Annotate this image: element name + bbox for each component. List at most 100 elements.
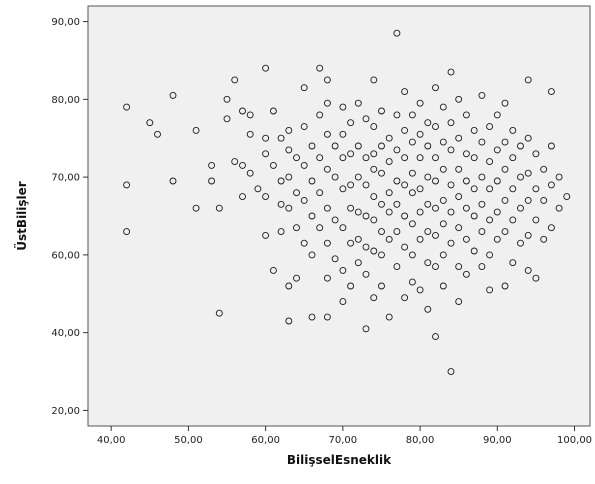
data-point [192, 126, 200, 134]
data-point [316, 224, 324, 232]
data-point [478, 263, 486, 271]
data-point [378, 282, 385, 290]
y-tick-label: 80,00 [51, 95, 80, 106]
data-point [378, 169, 385, 177]
data-point [223, 115, 231, 123]
data-point [323, 130, 331, 138]
data-point [486, 286, 494, 294]
data-point [470, 247, 478, 255]
data-point [470, 212, 478, 220]
data-point [470, 185, 478, 193]
data-point [447, 181, 455, 189]
data-point [486, 251, 494, 259]
data-point [462, 177, 470, 185]
data-point [401, 212, 409, 220]
data-point [432, 177, 439, 185]
data-point [462, 270, 470, 278]
data-point [308, 142, 316, 150]
y-tick-label: 90,00 [51, 17, 80, 28]
data-point [408, 251, 416, 259]
data-point [385, 189, 393, 197]
data-point [424, 228, 432, 236]
data-point [285, 126, 293, 134]
data-point [339, 130, 347, 138]
data-point [300, 239, 308, 247]
data-point [362, 243, 370, 251]
data-point [370, 76, 378, 84]
data-point [408, 111, 416, 119]
data-point [385, 158, 393, 166]
data-point [401, 243, 409, 251]
data-point [447, 146, 455, 154]
data-point [285, 282, 293, 290]
data-point [432, 123, 439, 131]
x-tick-label: 80,00 [406, 435, 435, 446]
data-point [385, 313, 393, 321]
data-point [401, 88, 409, 96]
data-point [432, 231, 439, 239]
data-point [393, 146, 401, 154]
data-point [509, 154, 517, 162]
data-point [385, 134, 393, 142]
data-point [231, 76, 239, 84]
data-point [416, 130, 424, 138]
data-point [300, 123, 308, 131]
data-point [493, 235, 501, 243]
data-point [408, 220, 416, 228]
y-tick-label: 60,00 [51, 250, 80, 261]
data-point [246, 130, 254, 138]
data-point [331, 255, 339, 263]
data-point [547, 181, 555, 189]
data-point [169, 177, 177, 185]
x-axis: 40,00 50,00 60,00 70,00 80,00 90,00 100,00 [97, 426, 592, 446]
data-point [432, 333, 439, 341]
y-axis: 20,00 40,00 60,00 70,00 80,00 90,00 [51, 17, 88, 417]
data-point [547, 224, 555, 232]
data-point [239, 107, 246, 115]
data-point [501, 282, 509, 290]
data-point [524, 196, 532, 204]
data-point [455, 134, 463, 142]
data-point [385, 235, 393, 243]
data-point [362, 154, 370, 162]
data-point [370, 123, 378, 131]
data-point [331, 142, 339, 150]
data-point [416, 185, 424, 193]
data-point [262, 64, 270, 72]
data-point [517, 204, 524, 212]
data-point [401, 294, 409, 302]
data-point [308, 313, 316, 321]
data-point [393, 263, 401, 271]
data-point [563, 193, 571, 201]
data-point [277, 134, 285, 142]
data-point [331, 216, 339, 224]
data-point [323, 274, 331, 282]
data-point [478, 173, 486, 181]
data-point [262, 231, 270, 239]
data-point [293, 154, 300, 162]
data-point [362, 325, 370, 333]
data-point [462, 111, 470, 119]
data-point [493, 111, 501, 119]
data-point [339, 103, 347, 111]
data-point [277, 228, 285, 236]
data-point [540, 235, 548, 243]
data-point [509, 126, 517, 134]
data-point [524, 134, 532, 142]
data-point [378, 228, 385, 236]
data-point [339, 298, 347, 306]
data-point [455, 263, 463, 271]
data-point [323, 313, 331, 321]
data-point [262, 193, 270, 201]
data-point [354, 259, 362, 267]
data-point [486, 185, 494, 193]
data-point [308, 177, 316, 185]
data-point [501, 99, 509, 107]
data-point [424, 259, 432, 267]
data-point [517, 239, 524, 247]
data-point [378, 142, 385, 150]
data-point [362, 115, 370, 123]
data-point [308, 212, 316, 220]
y-tick-label: 70,00 [51, 173, 80, 184]
data-point [347, 204, 355, 212]
